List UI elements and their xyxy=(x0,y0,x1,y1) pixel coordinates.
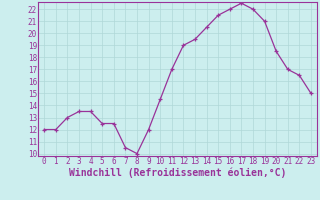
X-axis label: Windchill (Refroidissement éolien,°C): Windchill (Refroidissement éolien,°C) xyxy=(69,168,286,178)
